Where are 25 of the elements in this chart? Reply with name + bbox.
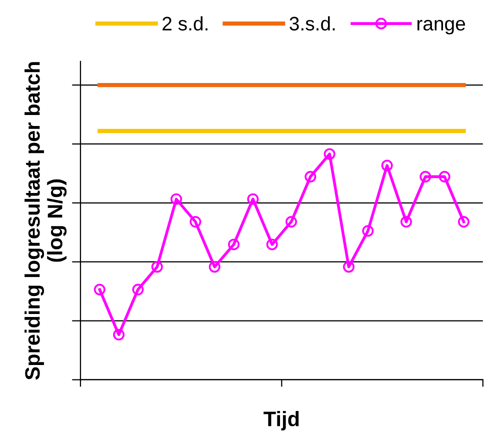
point xyxy=(190,216,202,228)
point xyxy=(342,261,355,273)
point xyxy=(324,148,336,160)
legend-label: 2 s.d. xyxy=(162,16,208,31)
point xyxy=(266,238,278,250)
point xyxy=(94,284,106,296)
legend-label: range xyxy=(417,20,466,34)
point xyxy=(208,261,220,273)
point xyxy=(285,216,298,228)
point xyxy=(362,225,374,237)
point xyxy=(420,170,432,182)
point xyxy=(438,170,450,182)
point xyxy=(113,328,125,340)
point xyxy=(170,193,182,205)
point xyxy=(381,160,393,172)
legend-label: 3.s.d. xyxy=(290,16,335,31)
point xyxy=(151,261,163,273)
y-axis-title: Spreiding logresultaat per batch (log N/g) xyxy=(24,62,67,380)
point xyxy=(304,170,316,182)
point xyxy=(400,216,412,228)
point xyxy=(458,216,470,228)
x-axis-title: Tijd xyxy=(264,410,299,430)
point xyxy=(247,193,259,205)
point xyxy=(132,284,144,296)
point xyxy=(228,238,240,250)
